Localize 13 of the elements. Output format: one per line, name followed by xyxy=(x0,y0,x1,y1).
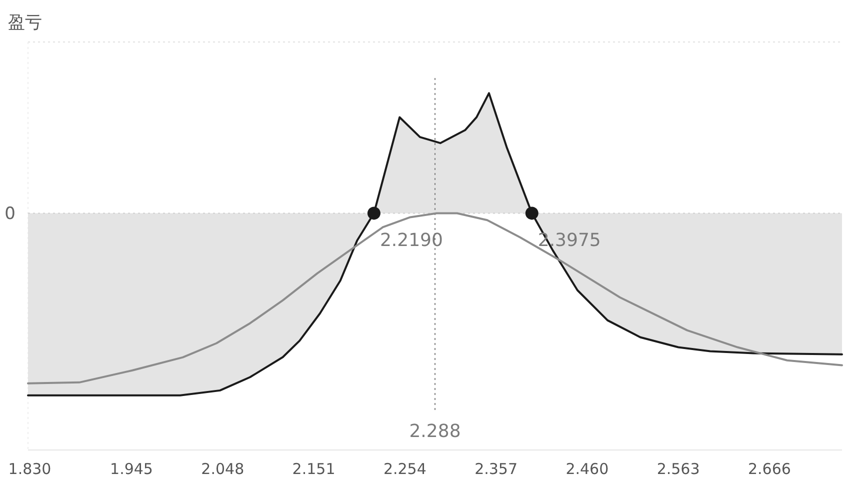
x-tick-label: 2.048 xyxy=(201,460,244,478)
x-tick-label: 2.666 xyxy=(748,460,791,478)
x-tick-label: 2.460 xyxy=(566,460,609,478)
ref-line-label: 0 xyxy=(4,204,16,224)
x-tick-label: 2.254 xyxy=(383,460,426,478)
x-tick-label: 2.563 xyxy=(656,460,700,478)
y-axis-title: 盈亏 xyxy=(8,13,42,33)
x-tick-label: 1.945 xyxy=(110,460,153,478)
x-tick-label: 1.830 xyxy=(8,460,52,478)
annotation: 2.2190 xyxy=(380,230,443,252)
x-tick-label: 2.357 xyxy=(474,460,518,478)
ref-line-label: 2.288 xyxy=(409,421,461,442)
x-tick-label: 2.151 xyxy=(292,460,336,478)
